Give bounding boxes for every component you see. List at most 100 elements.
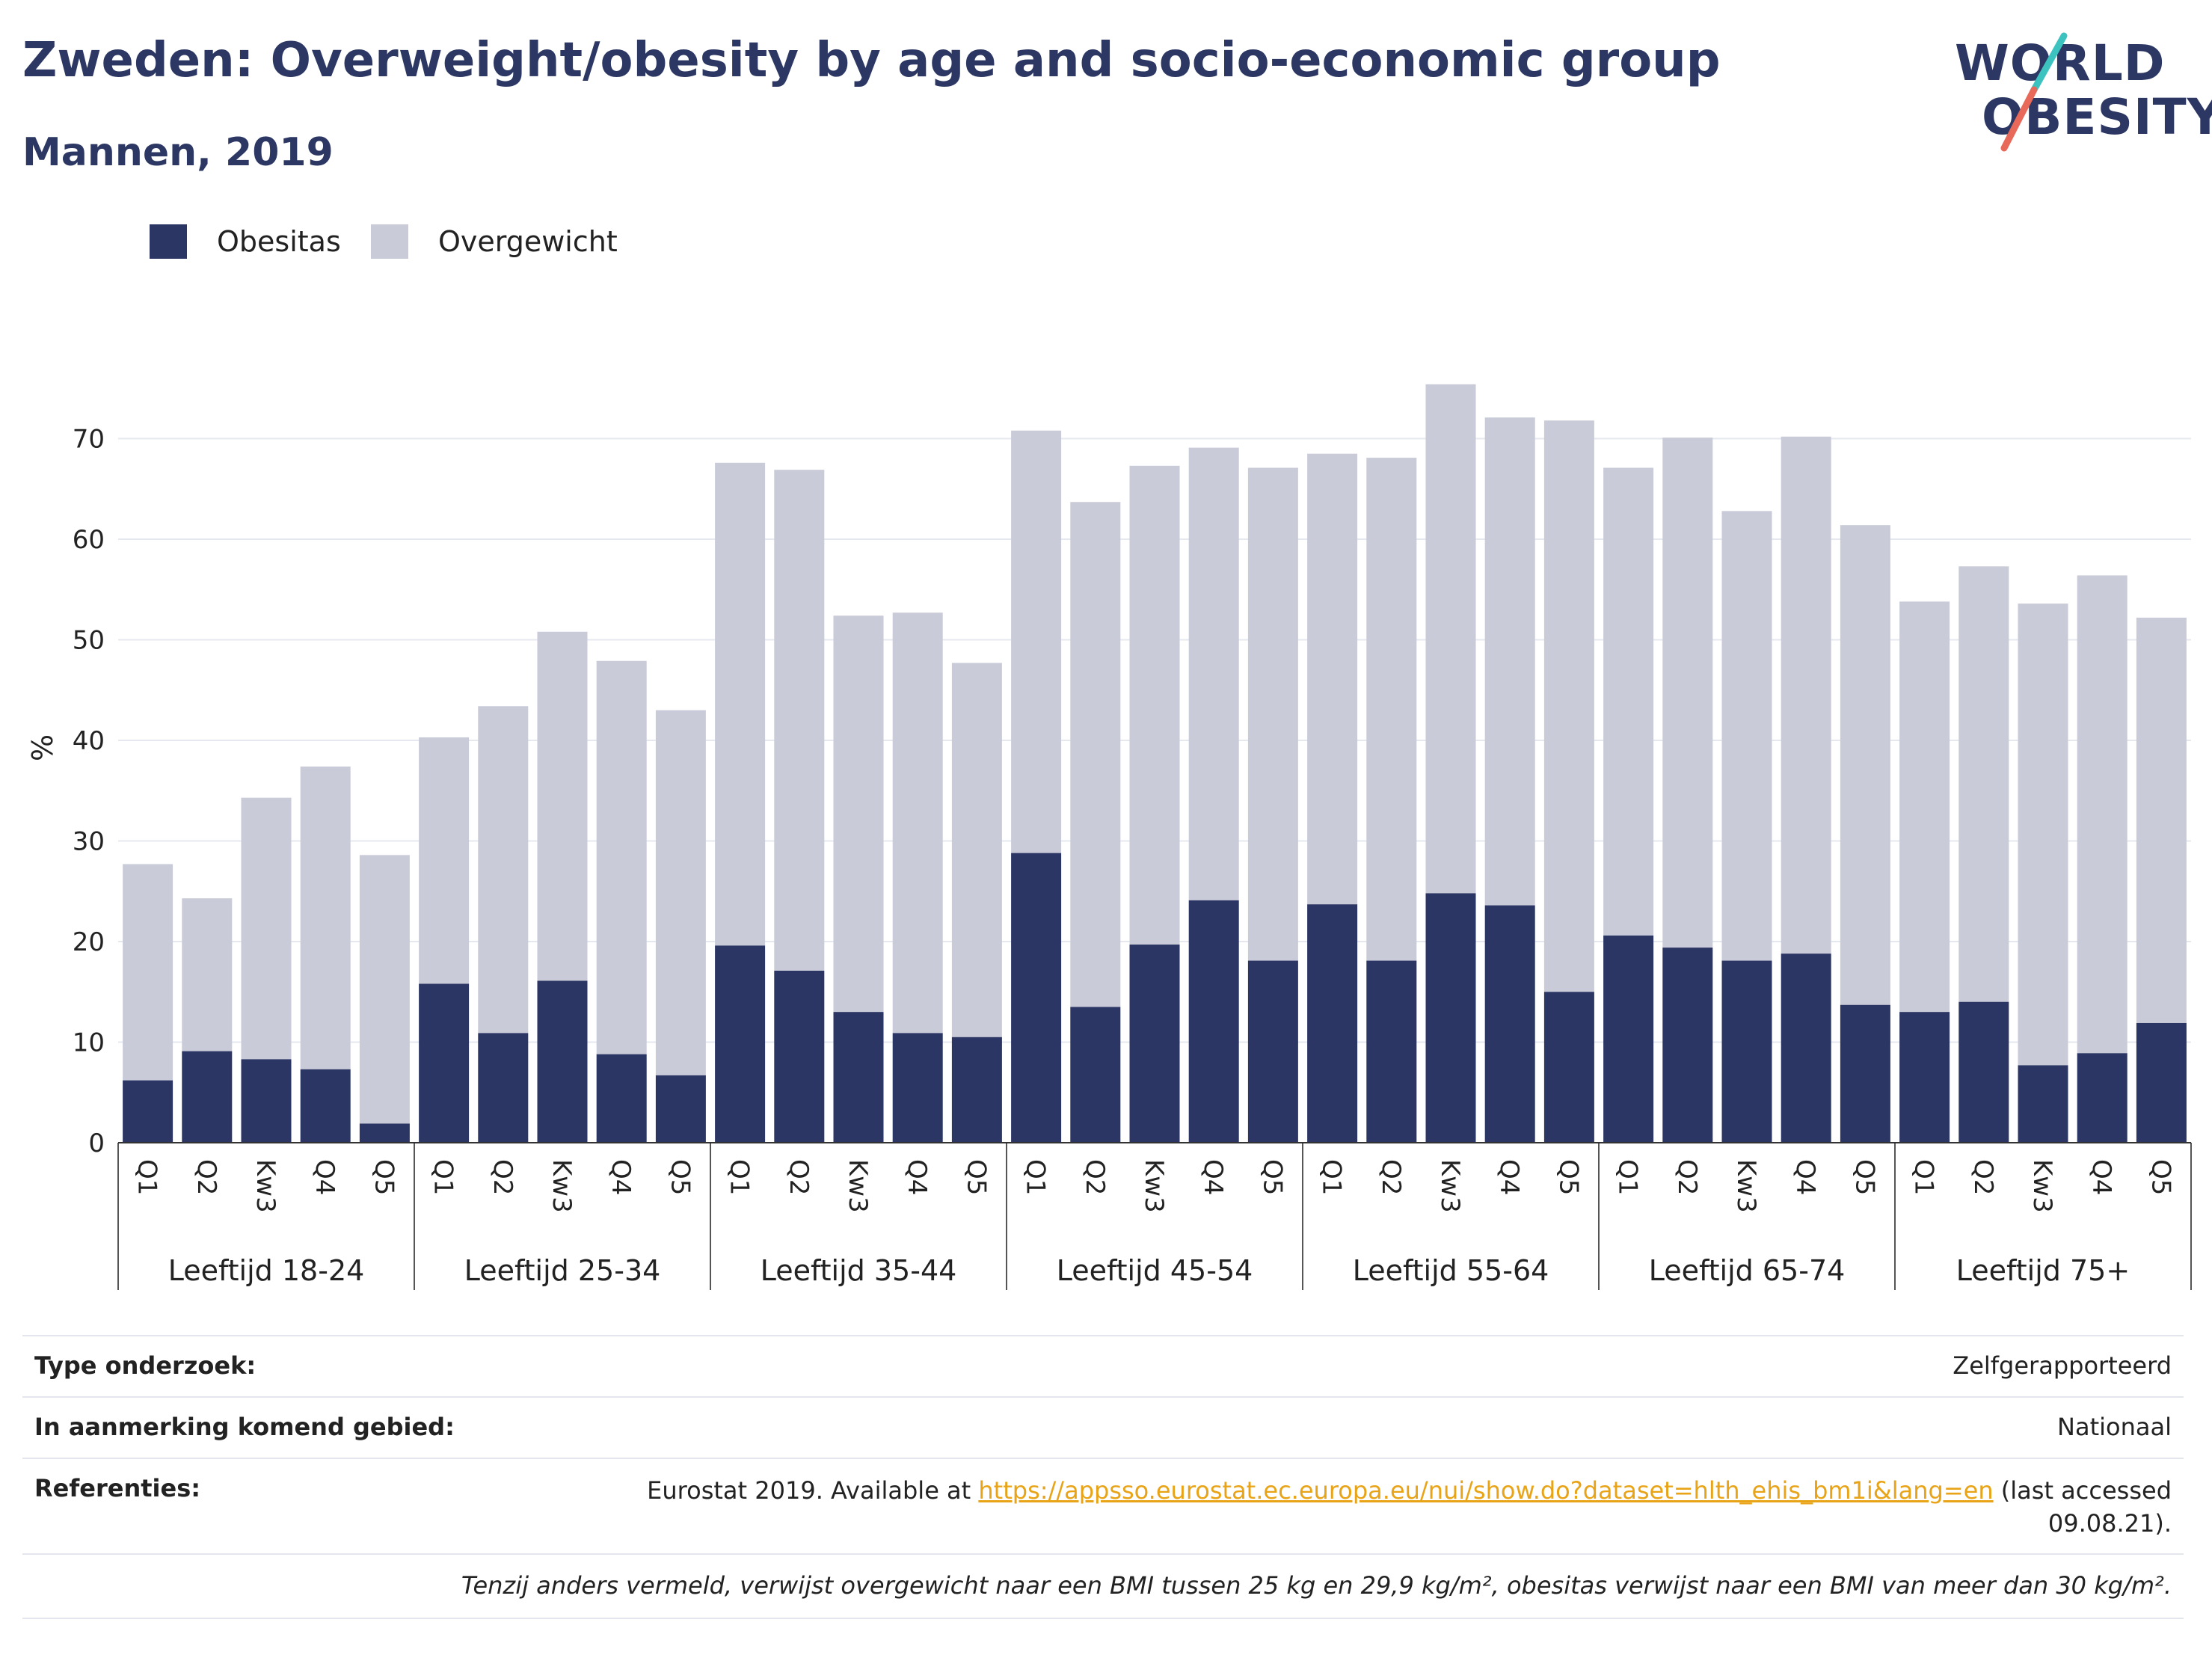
bar-overgewicht [2018, 604, 2068, 1066]
bar-overgewicht [1129, 465, 1180, 945]
reference-prefix: Eurostat 2019. Available at [647, 1476, 979, 1505]
bar-overgewicht [2136, 617, 2187, 1023]
x-tick-label: Q1 [725, 1159, 755, 1195]
bar-obesitas [182, 1051, 233, 1143]
bar-overgewicht [1425, 384, 1476, 894]
x-tick-label: Q2 [1968, 1159, 1998, 1195]
bar-overgewicht [1247, 467, 1298, 961]
x-tick-label: Q4 [606, 1159, 636, 1195]
bar-obesitas [241, 1059, 292, 1143]
bar-obesitas [1840, 1004, 1890, 1143]
bar-obesitas [1543, 992, 1594, 1143]
bar-obesitas [1721, 960, 1772, 1143]
bar-obesitas [1425, 893, 1476, 1143]
bar-obesitas [1188, 900, 1239, 1143]
bar-obesitas [1603, 935, 1654, 1143]
definition-note: Tenzij anders vermeld, verwijst overgewi… [461, 1571, 2172, 1600]
bar-obesitas [1129, 945, 1180, 1143]
bar-overgewicht [182, 898, 233, 1051]
info-row-note: Tenzij anders vermeld, verwijst overgewi… [22, 1553, 2184, 1619]
x-tick-label: Q4 [1494, 1159, 1524, 1195]
bar-overgewicht [2077, 575, 2127, 1054]
x-tick-label: Q5 [961, 1159, 991, 1195]
bar-overgewicht [1781, 436, 1831, 954]
bar-overgewicht [1721, 511, 1772, 961]
bar-overgewicht [1070, 502, 1121, 1007]
x-tick-label: Kw3 [1435, 1159, 1465, 1213]
bar-obesitas [892, 1033, 943, 1143]
bar-overgewicht [537, 631, 588, 981]
stacked-bar-chart: 0 10 20 30 40 50 60 70% Q1 Q2 Kw3 Q4 Q5 Leeftijd 18-2… [26, 384, 2192, 1290]
bar-overgewicht [123, 864, 173, 1081]
legend-label-overgewicht: Overgewicht [438, 225, 618, 258]
reference-suffix: (last accessed [1993, 1476, 2172, 1505]
x-tick-label: Q5 [1849, 1159, 1879, 1195]
bar-overgewicht [951, 663, 1002, 1037]
x-tick-label: Q5 [1257, 1159, 1287, 1195]
bar-obesitas [1662, 948, 1713, 1143]
x-tick-label: Q2 [1376, 1159, 1406, 1195]
reference-link[interactable]: https://appsso.eurostat.ec.europa.eu/nui… [978, 1476, 1994, 1505]
bar-overgewicht [1366, 458, 1417, 961]
info-row-area: In aanmerking komend gebied: Nationaal [22, 1396, 2184, 1458]
bar-overgewicht [1188, 447, 1239, 900]
x-tick-label: Q1 [1613, 1159, 1643, 1195]
bar-obesitas [1247, 960, 1298, 1143]
x-tick-label: Q4 [1198, 1159, 1228, 1195]
x-tick-label: Kw3 [2027, 1159, 2057, 1213]
info-label-survey-type: Type onderzoek: [34, 1351, 256, 1380]
info-row-survey-type: Type onderzoek: Zelfgerapporteerd [22, 1335, 2184, 1396]
bar-overgewicht [1603, 467, 1654, 936]
logo-slash-icon [2000, 32, 2068, 152]
bar-obesitas [537, 980, 588, 1143]
x-tick-label: Q5 [1553, 1159, 1583, 1195]
group-label: Leeftijd 45-54 [1057, 1254, 1253, 1287]
bar-obesitas [1484, 905, 1535, 1143]
bar-overgewicht [833, 615, 884, 1013]
bar-obesitas [1070, 1007, 1121, 1143]
group-label: Leeftijd 35-44 [761, 1254, 957, 1287]
group-label: Leeftijd 65-74 [1649, 1254, 1846, 1287]
bar-overgewicht [359, 855, 410, 1124]
legend-label-obesitas: Obesitas [217, 225, 341, 258]
x-tick-label: Q2 [191, 1159, 221, 1195]
x-tick-label: Q4 [310, 1159, 340, 1195]
bar-obesitas [419, 983, 470, 1143]
x-tick-label: Q2 [1672, 1159, 1702, 1195]
x-tick-label: Kw3 [1731, 1159, 1761, 1213]
x-tick-label: Q1 [1317, 1159, 1347, 1195]
x-tick-label: Q4 [902, 1159, 932, 1195]
bar-obesitas [2077, 1053, 2127, 1143]
x-tick-label: Q1 [1909, 1159, 1939, 1195]
bar-overgewicht [241, 797, 292, 1060]
bar-overgewicht [478, 706, 529, 1034]
bar-obesitas [300, 1069, 351, 1143]
y-tick-label: 20 [73, 927, 105, 957]
x-tick-label: Q2 [1080, 1159, 1110, 1195]
bar-overgewicht [1011, 430, 1062, 853]
bar-obesitas [359, 1123, 410, 1143]
y-tick-label: 70 [73, 425, 105, 455]
bar-obesitas [123, 1080, 173, 1143]
bar-overgewicht [1840, 525, 1890, 1005]
y-axis-label: % [26, 734, 59, 761]
bar-obesitas [655, 1075, 706, 1143]
x-tick-label: Kw3 [547, 1159, 577, 1213]
y-tick-label: 10 [73, 1028, 105, 1058]
bar-obesitas [1011, 853, 1062, 1143]
x-tick-label: Q5 [2145, 1159, 2175, 1195]
reference-suffix-2: 09.08.21). [2047, 1509, 2172, 1538]
x-tick-label: Kw3 [251, 1159, 280, 1213]
info-row-references: Referenties: Eurostat 2019. Available at… [22, 1458, 2184, 1553]
bar-overgewicht [1484, 417, 1535, 906]
bar-obesitas [951, 1037, 1002, 1143]
group-label: Leeftijd 25-34 [464, 1254, 661, 1287]
bar-obesitas [1958, 1001, 2009, 1143]
legend-item-obesitas: Obesitas [150, 224, 341, 259]
info-value-references: Eurostat 2019. Available at https://apps… [647, 1474, 2172, 1540]
x-tick-label: Q1 [132, 1159, 162, 1195]
x-tick-label: Kw3 [1139, 1159, 1169, 1213]
y-tick-label: 30 [73, 827, 105, 857]
y-tick-label: 50 [73, 626, 105, 656]
x-tick-label: Q4 [1790, 1159, 1820, 1195]
